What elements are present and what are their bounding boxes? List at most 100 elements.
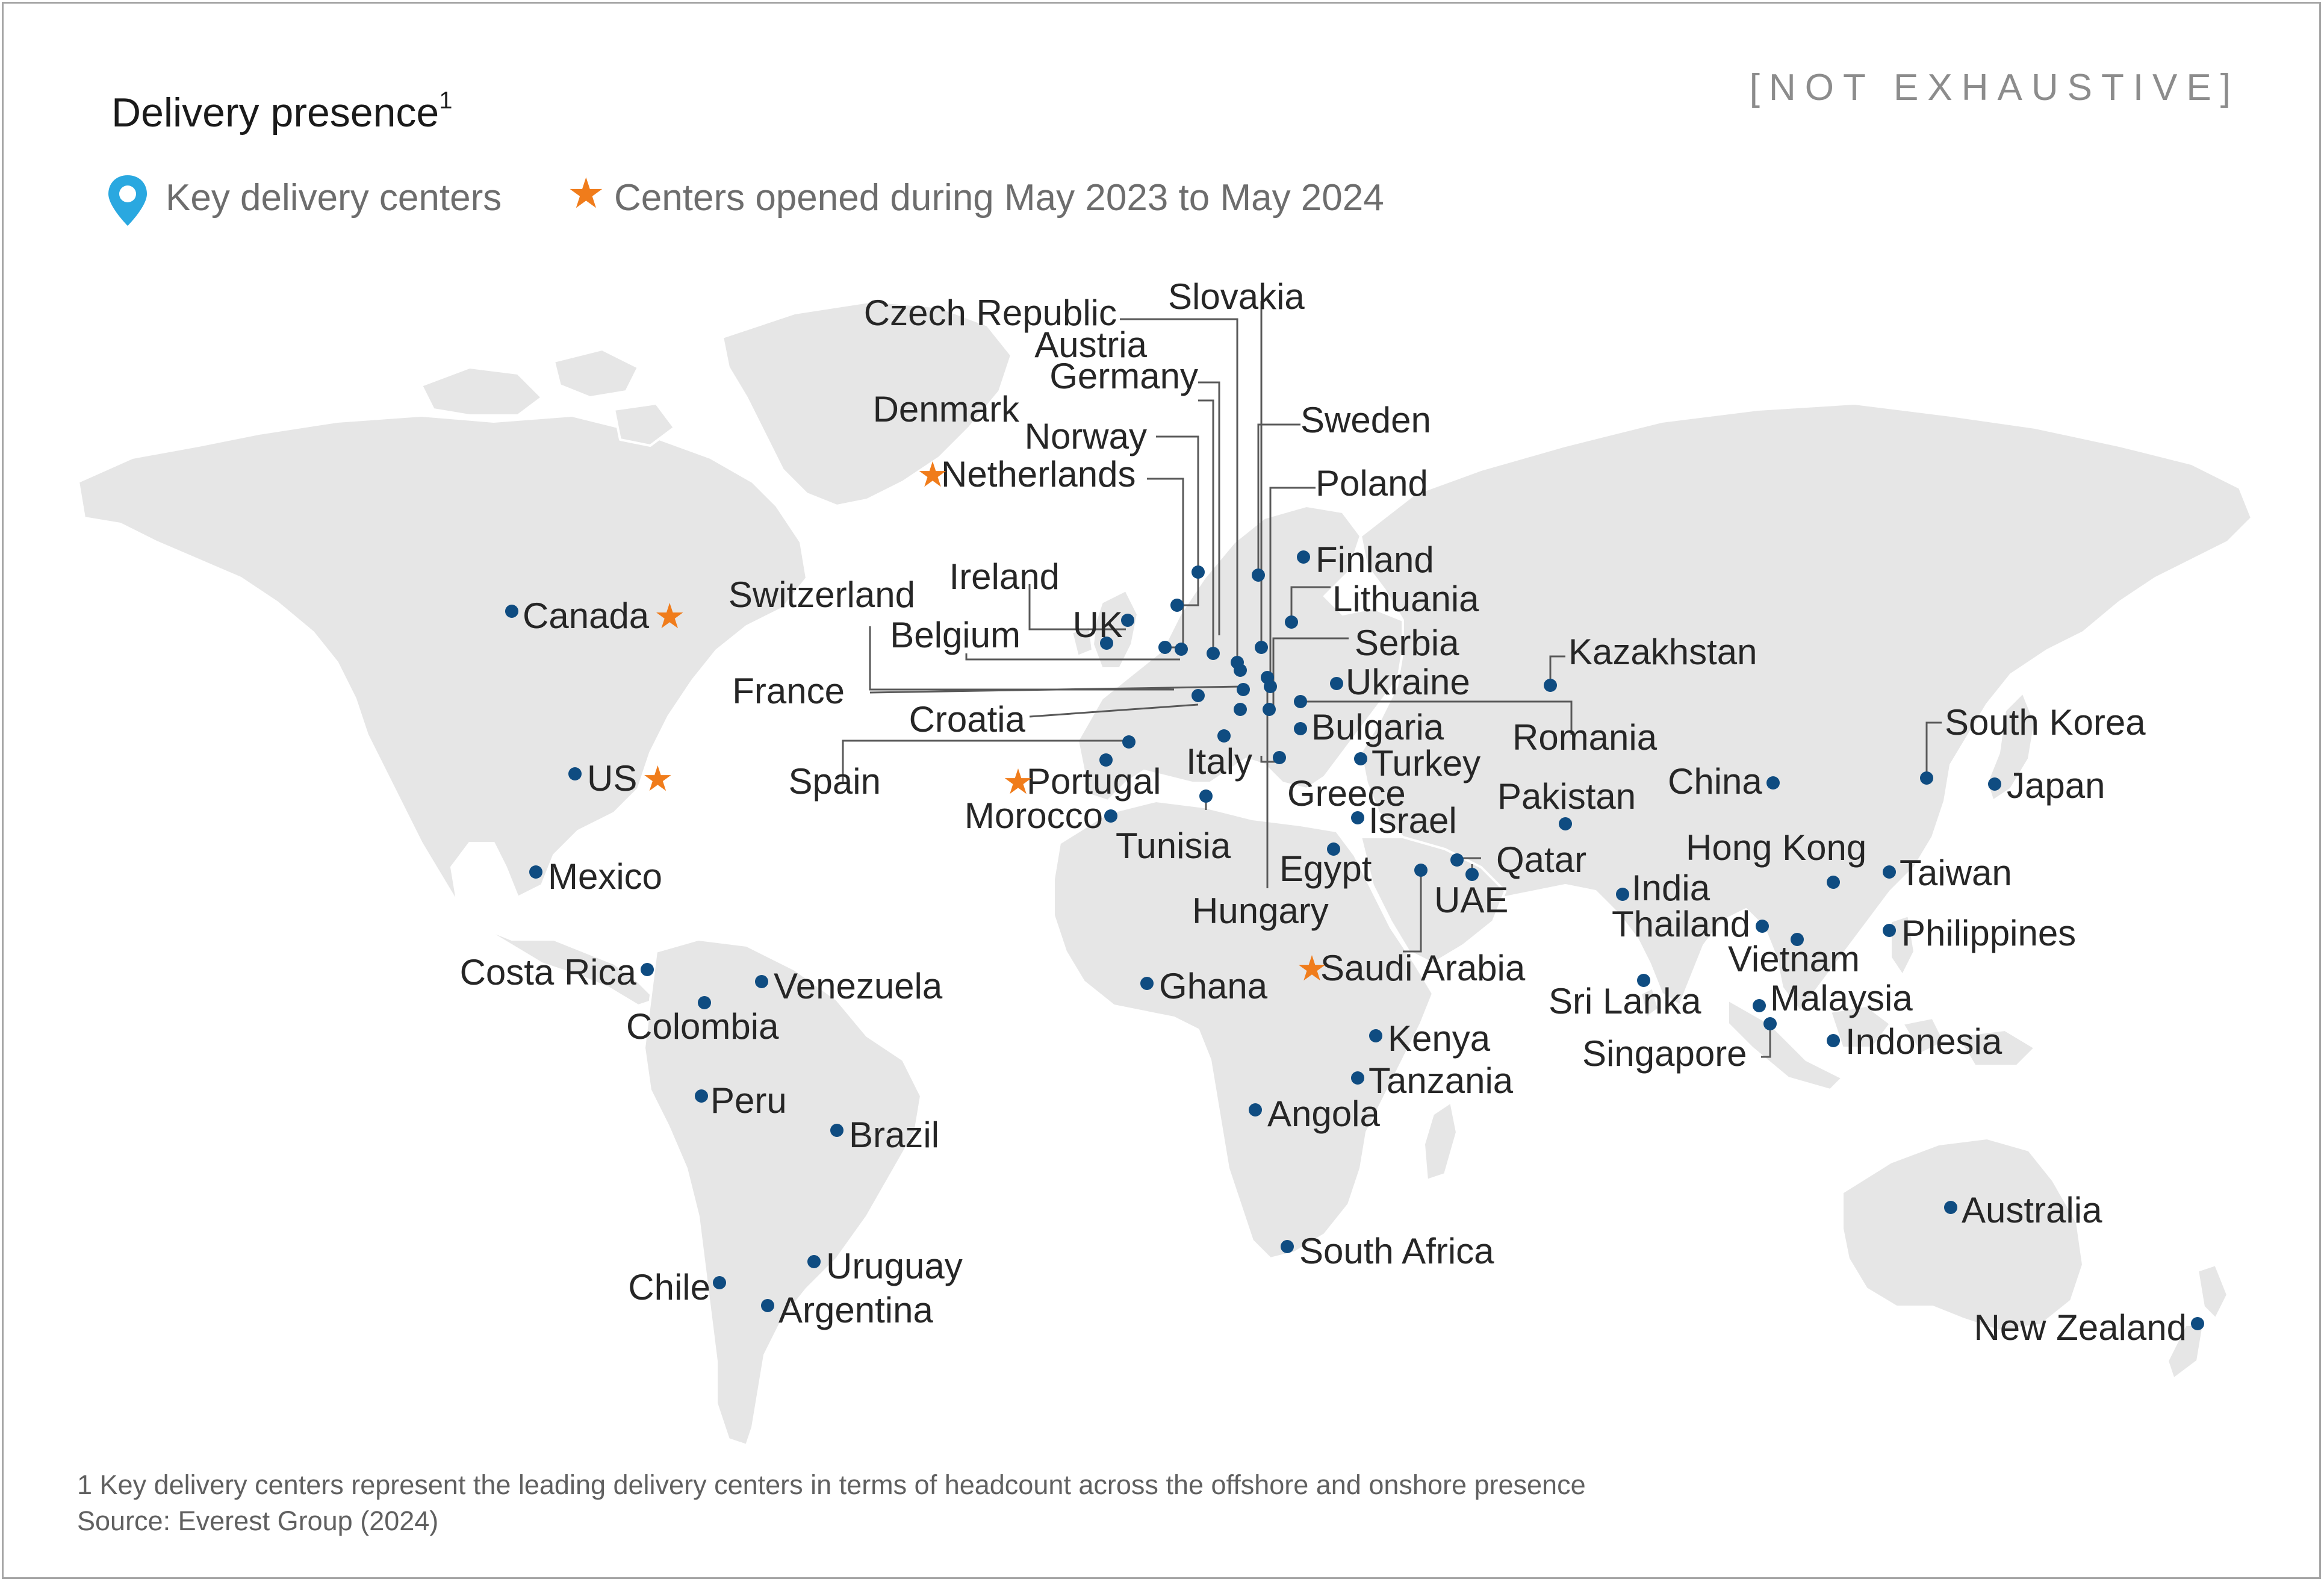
- marker-portugal: [1099, 753, 1113, 767]
- label-egypt: Egypt: [1279, 849, 1372, 889]
- marker-italy: [1217, 729, 1231, 743]
- label-israel: Israel: [1369, 800, 1457, 841]
- north-america-land: [77, 414, 808, 1007]
- title-footnote-marker: 1: [439, 87, 453, 114]
- marker-spain: [1122, 735, 1136, 749]
- star-icon: ★: [917, 455, 948, 494]
- legend-new-centers-label: Centers opened during May 2023 to May 20…: [614, 177, 1384, 219]
- label-malaysia: Malaysia: [1770, 978, 1913, 1018]
- label-morocco: Morocco: [965, 796, 1103, 836]
- title-text: Delivery presence: [111, 90, 440, 135]
- label-vietnam: Vietnam: [1728, 939, 1860, 979]
- marker-turkey: [1354, 752, 1367, 765]
- legend-key-centers-label: Key delivery centers: [166, 177, 502, 219]
- label-serbia: Serbia: [1355, 623, 1459, 663]
- label-germany: Germany: [1049, 356, 1198, 396]
- star-icon: ★: [1296, 949, 1328, 988]
- marker-ireland: [1100, 637, 1113, 650]
- marker-singapore: [1763, 1017, 1777, 1030]
- label-costa-rica: Costa Rica: [460, 952, 637, 992]
- label-lithuania: Lithuania: [1332, 579, 1479, 619]
- label-italy: Italy: [1186, 741, 1252, 782]
- marker-netherlands: [1158, 641, 1172, 654]
- label-peru: Peru: [710, 1080, 787, 1121]
- label-china: China: [1668, 761, 1762, 802]
- marker-philippines: [1883, 924, 1896, 937]
- marker-india: [1616, 888, 1629, 901]
- marker-sri-lanka: [1637, 974, 1650, 987]
- world-landmass: [77, 300, 2253, 1447]
- label-uruguay: Uruguay: [826, 1246, 963, 1286]
- label-france: France: [732, 671, 845, 711]
- label-greece: Greece: [1287, 773, 1406, 814]
- label-indonesia: Indonesia: [1845, 1021, 2002, 1062]
- label-ireland: Ireland: [949, 556, 1060, 597]
- label-portugal: Portugal: [1027, 761, 1161, 802]
- label-czech-republic: Czech Republic: [864, 293, 1117, 333]
- marker-angola: [1249, 1103, 1262, 1116]
- label-uae: UAE: [1434, 880, 1508, 920]
- label-philippines: Philippines: [1901, 913, 2076, 953]
- marker-south-korea: [1920, 771, 1933, 785]
- label-poland: Poland: [1316, 463, 1428, 503]
- marker-czech-republic: [1231, 656, 1244, 669]
- marker-venezuela: [755, 975, 768, 988]
- label-denmark: Denmark: [873, 389, 1020, 429]
- label-south-korea: South Korea: [1945, 702, 2146, 743]
- label-new-zealand: New Zealand: [1974, 1307, 2187, 1348]
- marker-ukraine: [1330, 677, 1343, 690]
- marker-uk: [1121, 614, 1134, 627]
- label-venezuela: Venezuela: [774, 966, 943, 1006]
- marker-colombia: [698, 996, 711, 1009]
- marker-south-africa: [1281, 1240, 1294, 1253]
- marker-belgium: [1175, 643, 1188, 656]
- marker-uae: [1465, 868, 1479, 881]
- label-sri-lanka: Sri Lanka: [1549, 981, 1701, 1021]
- label-south-africa: South Africa: [1299, 1231, 1494, 1271]
- marker-romania: [1294, 695, 1307, 708]
- not-exhaustive-tag: [NOT EXHAUSTIVE]: [1749, 67, 2240, 108]
- marker-croatia: [1234, 703, 1247, 716]
- label-spain: Spain: [789, 761, 881, 802]
- africa-land: [1052, 800, 1434, 1260]
- marker-ghana: [1140, 977, 1154, 990]
- map-title: Delivery presence1: [111, 87, 452, 136]
- label-india: India: [1632, 868, 1710, 908]
- marker-hong-kong: [1827, 876, 1840, 889]
- marker-israel: [1351, 811, 1364, 824]
- marker-sweden: [1252, 568, 1265, 582]
- label-hungary: Hungary: [1192, 891, 1329, 931]
- label-us: US: [587, 758, 637, 799]
- marker-morocco: [1104, 809, 1117, 823]
- label-brazil: Brazil: [849, 1115, 939, 1155]
- label-kenya: Kenya: [1388, 1018, 1491, 1059]
- label-turkey: Turkey: [1372, 743, 1480, 783]
- marker-france: [1192, 689, 1205, 702]
- label-chile: Chile: [628, 1267, 710, 1307]
- marker-new-zealand: [2191, 1317, 2204, 1330]
- marker-norway: [1170, 599, 1184, 612]
- arctic-islands-land: [420, 348, 676, 447]
- marker-vietnam: [1791, 933, 1804, 946]
- label-slovakia: Slovakia: [1168, 276, 1305, 317]
- marker-switzerland: [1237, 683, 1250, 696]
- madagascar-land: [1423, 1101, 1458, 1182]
- europe-land: [1077, 505, 1410, 802]
- source-note: Source: Everest Group (2024): [77, 1506, 439, 1536]
- marker-saudi-arabia: [1414, 864, 1428, 877]
- marker-bulgaria: [1294, 722, 1307, 735]
- marker-lithuania: [1285, 615, 1298, 629]
- label-belgium: Belgium: [890, 615, 1021, 655]
- label-finland: Finland: [1316, 540, 1434, 580]
- japan-land: [1986, 691, 2036, 802]
- label-tanzania: Tanzania: [1369, 1060, 1514, 1101]
- marker-indonesia: [1827, 1034, 1840, 1047]
- marker-taiwan: [1883, 865, 1896, 879]
- marker-germany: [1207, 647, 1220, 660]
- label-kazakhstan: Kazakhstan: [1568, 632, 1757, 672]
- australia-land: [1841, 1137, 2084, 1332]
- label-japan: Japan: [2007, 765, 2105, 806]
- marker-argentina: [761, 1299, 774, 1312]
